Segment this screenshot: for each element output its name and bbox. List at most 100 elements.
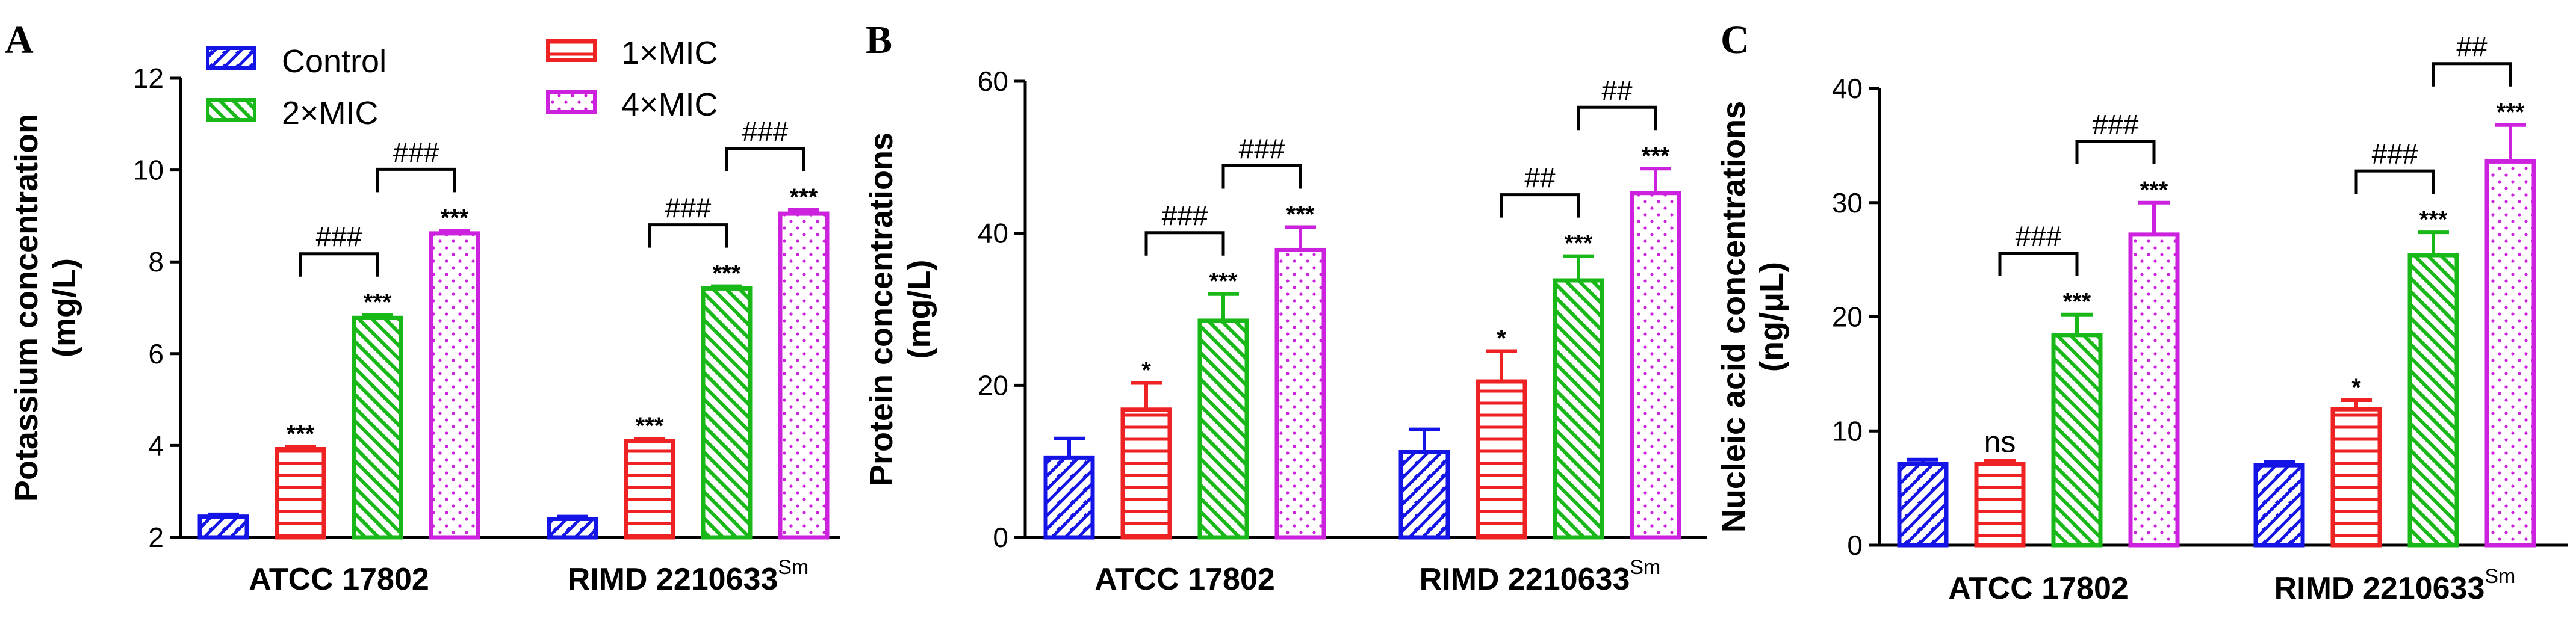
category-label-c-2: RIMD 2210633Sm: [2274, 565, 2516, 606]
bar-a-4mic-group2: [778, 211, 830, 540]
y-axis-label-a-1: (mg/L): [46, 258, 82, 357]
significance-mark-b-2mic-group1: ***: [1209, 268, 1238, 295]
chart-panel-a: 2 4 6 8 10 12 Potassium concentration (mg/L) ***…: [8, 63, 840, 597]
significance-mark-a-1mic-group1: ***: [287, 421, 315, 448]
legend-item-control: Control: [206, 43, 386, 79]
comparison-bracket-b-2: [1221, 164, 1302, 189]
bar-a-1mic-group2: [624, 439, 675, 540]
significance-mark-b-1mic-group2: *: [1497, 325, 1506, 351]
y-axis-label-c-0: Nucleic acid concentrations: [1716, 101, 1752, 533]
significance-mark-c-1mic-group1: ns: [1984, 425, 2016, 459]
significance-mark-a-4mic-group1: ***: [441, 205, 469, 231]
bar-a-control-group2: [547, 516, 598, 540]
comparison-label-a-1: ###: [316, 221, 362, 253]
bar-a-1mic-group1: [275, 447, 326, 540]
legend-item-4mic: 4×MIC: [546, 87, 718, 123]
y-axis-label-b-0: Protein concentrations: [863, 132, 899, 486]
bar-c-2mic-group2: [2407, 253, 2459, 548]
y-tick-label-a-5: 12: [133, 63, 164, 94]
y-tick-label-c-2: 20: [1832, 301, 1863, 333]
category-label-b-1: ATCC 17802: [1094, 562, 1275, 597]
legend-label-4mic: 4×MIC: [621, 87, 718, 123]
y-axis-label-a-0: Potassium concentration: [8, 114, 45, 502]
category-label-b-2: RIMD 2210633Sm: [1420, 556, 1661, 597]
bar-c-4mic-group1: [2128, 232, 2180, 548]
comparison-label-c-4: ##: [2456, 31, 2488, 63]
comparison-bracket-b-4: [1577, 105, 1657, 131]
category-superscript-c-2: Sm: [2484, 565, 2515, 588]
comparison-label-c-1: ###: [2016, 221, 2062, 252]
bar-b-1mic-group2: [1476, 379, 1527, 540]
bar-b-control-group1: [1043, 455, 1095, 540]
comparison-bracket-c-3: [2354, 169, 2435, 194]
comparison-label-a-3: ###: [665, 193, 712, 224]
panel-letter-b: B: [866, 18, 892, 62]
comparison-bracket-a-1: [299, 252, 379, 277]
y-tick-label-c-3: 30: [1832, 187, 1863, 218]
significance-mark-a-2mic-group1: ***: [364, 289, 392, 316]
category-label-a-1: ATCC 17802: [249, 562, 429, 597]
comparison-label-c-3: ###: [2372, 138, 2418, 170]
category-label-text-b-1: ATCC 17802: [1094, 562, 1275, 597]
legend: Control 2×MIC 1×MIC 4×MIC: [206, 35, 718, 131]
comparison-label-b-1: ###: [1162, 200, 1208, 232]
y-tick-label-a-4: 10: [133, 155, 164, 186]
comparison-bracket-c-2: [2075, 140, 2156, 164]
category-label-text-a-1: ATCC 17802: [249, 562, 429, 597]
y-tick-label-c-0: 0: [1847, 530, 1863, 561]
y-tick-label-c-1: 10: [1832, 415, 1863, 446]
bar-b-1mic-group1: [1120, 407, 1172, 540]
category-label-text-a-2: RIMD 2210633: [568, 562, 778, 597]
chart-panel-c: 0 10 20 30 40 Nucleic acid concentrations (ng/…: [1716, 31, 2568, 606]
y-tick-label-c-4: 40: [1832, 73, 1863, 104]
panel-letter-a: A: [5, 18, 34, 62]
comparison-bracket-c-1: [1998, 252, 2079, 276]
bar-a-2mic-group2: [701, 286, 753, 540]
significance-mark-c-2mic-group2: ***: [2419, 206, 2448, 233]
bar-c-1mic-group2: [2330, 407, 2382, 548]
significance-mark-c-2mic-group1: ***: [2063, 289, 2091, 315]
legend-label-2mic: 2×MIC: [282, 95, 379, 131]
legend-label-1mic: 1×MIC: [621, 35, 718, 71]
legend-label-control: Control: [282, 43, 386, 79]
y-tick-label-b-3: 60: [978, 66, 1008, 97]
bar-a-4mic-group1: [429, 231, 480, 540]
bar-c-control-group1: [1897, 462, 1949, 548]
category-label-text-c-2: RIMD 2210633: [2274, 571, 2485, 606]
bar-a-2mic-group1: [352, 315, 403, 540]
significance-mark-c-4mic-group1: ***: [2140, 177, 2168, 203]
legend-item-2mic: 2×MIC: [206, 95, 379, 131]
bar-a-control-group1: [197, 514, 249, 540]
comparison-bracket-a-2: [376, 167, 456, 193]
significance-mark-b-4mic-group2: ***: [1642, 143, 1670, 169]
bar-c-1mic-group1: [1974, 462, 2026, 548]
y-tick-label-a-0: 2: [148, 522, 164, 553]
category-label-text-c-1: ATCC 17802: [1948, 571, 2129, 606]
comparison-label-b-3: ##: [1524, 162, 1556, 194]
category-superscript-a-2: Sm: [778, 556, 808, 579]
comparison-label-a-2: ###: [393, 137, 439, 168]
comparison-label-b-2: ###: [1239, 134, 1285, 165]
significance-mark-a-4mic-group2: ***: [790, 184, 818, 211]
bar-b-2mic-group1: [1197, 318, 1249, 540]
comparison-bracket-c-4: [2432, 62, 2512, 87]
significance-mark-a-2mic-group2: ***: [713, 261, 741, 287]
y-tick-label-b-2: 40: [978, 218, 1008, 249]
y-tick-label-a-1: 4: [148, 430, 164, 461]
y-axis-label-c-1: (ng/μL): [1754, 262, 1790, 372]
bar-c-2mic-group1: [2051, 333, 2103, 548]
comparison-label-a-4: ###: [742, 116, 789, 147]
y-tick-label-b-0: 0: [993, 522, 1008, 553]
category-superscript-b-2: Sm: [1630, 556, 1660, 579]
y-tick-label-b-1: 20: [978, 369, 1008, 401]
category-label-c-1: ATCC 17802: [1948, 571, 2129, 606]
comparison-label-c-2: ###: [2093, 109, 2139, 140]
bar-b-2mic-group2: [1553, 278, 1604, 540]
comparison-bracket-a-3: [648, 223, 728, 248]
category-label-text-b-2: RIMD 2210633: [1420, 562, 1630, 597]
comparison-bracket-a-4: [725, 147, 805, 171]
legend-item-1mic: 1×MIC: [546, 35, 718, 71]
significance-mark-b-4mic-group1: ***: [1286, 202, 1315, 228]
